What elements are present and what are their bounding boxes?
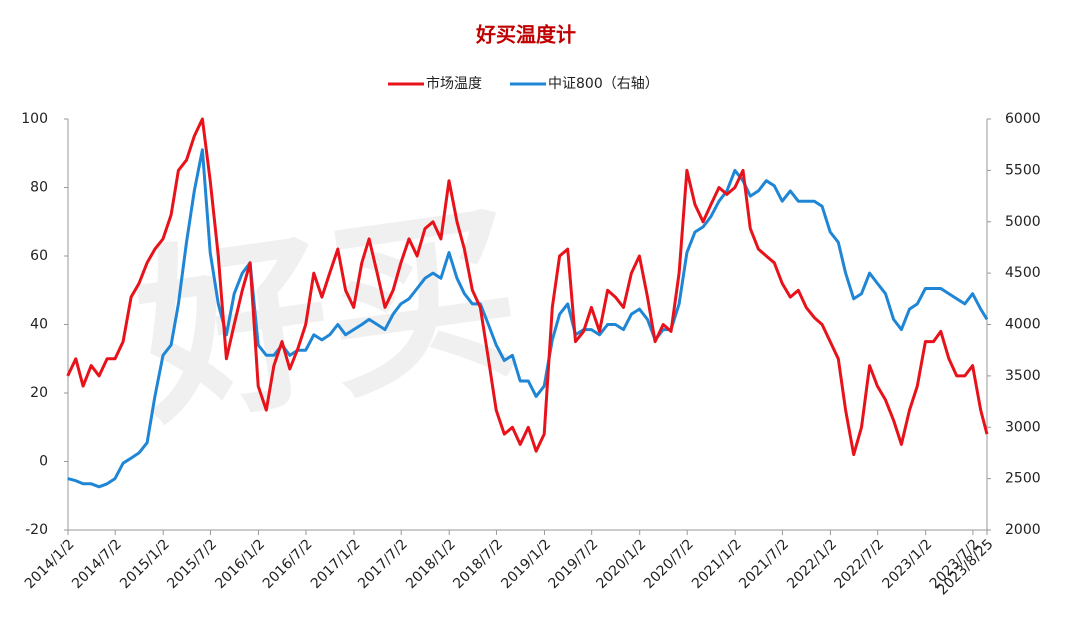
x-tick-label: 2020/7/2 [641, 536, 697, 592]
x-tick-label: 2014/1/2 [22, 536, 78, 592]
x-tick-label: 2017/7/2 [355, 536, 411, 592]
x-tick-label: 2022/1/2 [784, 536, 840, 592]
y-tick-label: 80 [30, 180, 48, 196]
y2-tick-label: 2500 [1005, 471, 1041, 487]
legend: 市场温度 中证800（右轴） [388, 75, 659, 92]
y2-tick-label: 3000 [1005, 419, 1041, 435]
legend-label: 中证800（右轴） [548, 76, 659, 92]
x-tick-label: 2021/1/2 [689, 536, 745, 592]
x-tick-label: 2021/7/2 [736, 536, 792, 592]
x-tick-label: 2020/1/2 [594, 536, 650, 592]
y-tick-label: 40 [30, 317, 48, 333]
y2-tick-label: 5000 [1005, 214, 1041, 230]
y2-tick-label: 3500 [1005, 368, 1041, 384]
y-tick-label: 0 [39, 454, 48, 470]
x-tick-label: 2022/7/2 [832, 536, 888, 592]
chart-title: 好买温度计 [475, 23, 576, 47]
series-line [66, 117, 989, 457]
legend-label: 市场温度 [426, 75, 482, 92]
y-tick-label: -20 [25, 522, 48, 538]
y2-tick-label: 4500 [1005, 265, 1041, 281]
x-tick-label: 2015/7/2 [164, 536, 220, 592]
x-tick-label: 2019/1/2 [498, 536, 554, 592]
series-line [67, 148, 989, 489]
x-tick-label: 2014/7/2 [69, 536, 125, 592]
x-tick-label: 2018/1/2 [403, 536, 459, 592]
x-tick-label: 2018/7/2 [450, 536, 506, 592]
x-tick-label: 2017/1/2 [308, 536, 364, 592]
x-tick-label: 2016/1/2 [212, 536, 268, 592]
y2-tick-label: 4000 [1005, 317, 1041, 333]
x-tick-label: 2015/1/2 [117, 536, 173, 592]
y2-tick-label: 2000 [1005, 522, 1041, 538]
y-tick-label: 20 [30, 385, 48, 401]
y-tick-label: 100 [21, 111, 48, 127]
y2-tick-label: 6000 [1005, 111, 1041, 127]
y-tick-label: 60 [30, 248, 48, 264]
x-tick-label: 2023/1/2 [880, 536, 936, 592]
x-tick-label: 2019/7/2 [546, 536, 602, 592]
y2-tick-label: 5500 [1005, 162, 1041, 178]
x-tick-label: 2016/7/2 [260, 536, 316, 592]
watermark: 好买 [124, 181, 532, 453]
